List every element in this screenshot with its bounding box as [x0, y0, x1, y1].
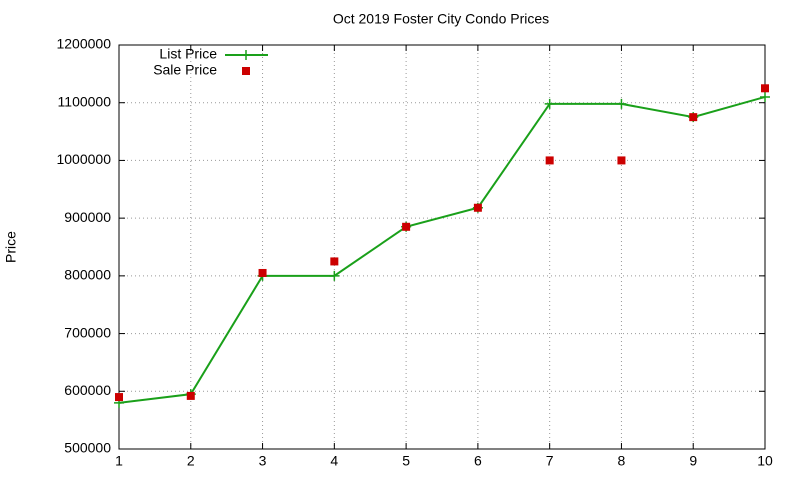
data-point [330, 257, 339, 266]
data-point [545, 156, 554, 165]
data-point [544, 98, 555, 109]
y-tick-label: 700000 [64, 324, 111, 340]
y-tick-label: 900000 [64, 209, 111, 225]
data-point [473, 203, 482, 212]
y-tick-label: 1100000 [58, 93, 112, 109]
data-point [689, 113, 698, 122]
data-point [760, 91, 770, 102]
y-tick-label: 600000 [64, 382, 111, 398]
y-tick-label: 1000000 [56, 151, 111, 167]
y-tick-label: 800000 [64, 267, 111, 283]
x-tick-label: 4 [330, 453, 338, 469]
data-point [258, 268, 267, 277]
x-tick-label: 6 [474, 453, 482, 469]
legend-label: List Price [159, 46, 217, 62]
y-tick-label: 500000 [64, 440, 111, 456]
x-tick-label: 5 [402, 453, 410, 469]
legend-swatch [242, 67, 250, 75]
plot-frame [118, 44, 766, 450]
y-tick-label: 1200000 [56, 36, 111, 52]
legend-swatch [241, 50, 251, 60]
x-tick-label: 3 [259, 453, 267, 469]
x-tick-label: 2 [187, 453, 195, 469]
series-line [118, 95, 766, 404]
x-tick-label: 1 [115, 453, 123, 469]
data-point [115, 393, 123, 402]
x-tick-label: 9 [689, 453, 697, 469]
x-tick-label: 7 [546, 453, 554, 469]
data-point [402, 222, 411, 231]
data-point [186, 391, 195, 400]
legend-label: Sale Price [153, 62, 217, 78]
data-point [617, 156, 626, 165]
x-tick-label: 10 [757, 453, 773, 469]
y-axis-label: Price [3, 231, 19, 263]
x-tick-label: 8 [618, 453, 626, 469]
data-point [761, 84, 769, 93]
chart-title: Oct 2019 Foster City Condo Prices [333, 11, 549, 27]
data-point [329, 270, 340, 281]
data-point [616, 98, 627, 109]
